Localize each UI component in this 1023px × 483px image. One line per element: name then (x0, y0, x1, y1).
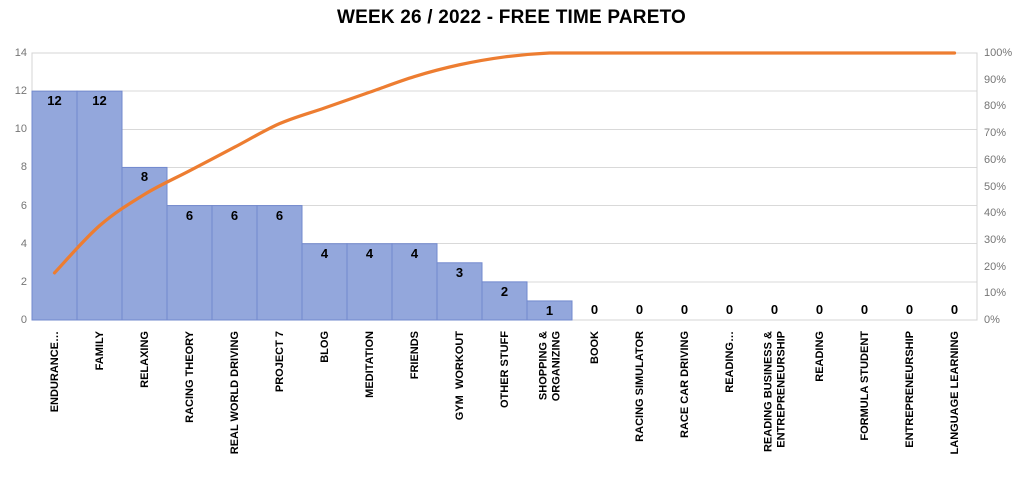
bar-value-label: 12 (92, 93, 107, 109)
bar (346, 243, 393, 321)
category-label: ENDURANCE… (48, 331, 61, 413)
right-axis-tick: 30% (984, 233, 1007, 246)
bar-value-label: 0 (950, 302, 959, 317)
left-axis-tick: 6 (20, 199, 27, 212)
left-axis-tick: 8 (20, 161, 27, 174)
bar (121, 166, 168, 321)
bar (166, 205, 213, 321)
bar-value-label: 0 (635, 302, 644, 317)
chart-title: WEEK 26 / 2022 - FREE TIME PARETO (336, 7, 687, 28)
bar-value-label: 12 (47, 93, 62, 109)
left-axis-tick: 2 (20, 275, 27, 288)
left-axis-tick: 14 (14, 47, 27, 59)
left-axis-tick: 0 (20, 314, 27, 326)
category-label: READING BUSINESS & ENTREPRENEURSHIP (762, 331, 787, 453)
category-label: LANGUAGE LEARNING (948, 331, 961, 455)
bar (391, 243, 438, 321)
bar (211, 205, 258, 321)
category-label: RACING SIMULATOR (633, 331, 646, 442)
right-axis-tick: 60% (984, 153, 1007, 166)
right-axis-tick: 90% (984, 73, 1007, 86)
category-label: RACE CAR DRIVING (678, 331, 691, 438)
category-label: PROJECT 7 (273, 331, 286, 393)
bar (436, 262, 483, 321)
bar-value-label: 4 (410, 245, 419, 261)
category-label: REAL WORLD DRIVING (228, 331, 241, 455)
category-label: ENTREPRENEURSHIP (903, 331, 916, 448)
category-label: SHOPPING & ORGANIZING (537, 331, 562, 402)
right-axis-tick: 40% (984, 207, 1007, 220)
left-axis-tick: 4 (20, 237, 27, 250)
right-axis-tick: 100% (984, 47, 1013, 59)
bar-value-label: 0 (815, 302, 824, 317)
right-axis-tick: 70% (984, 127, 1007, 140)
bar-value-label: 8 (140, 169, 149, 185)
bar (301, 243, 348, 321)
bar-value-label: 3 (455, 264, 464, 280)
category-label: OTHER STUFF (498, 331, 511, 408)
bar-value-label: 0 (770, 302, 779, 317)
bar-value-label: 0 (590, 302, 599, 317)
bar (256, 205, 303, 321)
right-axis-tick: 80% (984, 100, 1007, 113)
right-axis-tick: 20% (984, 260, 1007, 273)
left-axis-tick: 10 (14, 123, 27, 136)
bar-value-label: 4 (320, 245, 329, 261)
bar (526, 300, 573, 321)
category-label: FAMILY (93, 331, 106, 371)
bar (31, 90, 78, 321)
right-axis-tick: 0% (984, 314, 1000, 326)
category-label: BLOG (318, 331, 331, 363)
bar-value-label: 4 (365, 245, 374, 261)
left-axis-tick: 12 (14, 85, 27, 98)
right-axis-tick: 50% (984, 180, 1007, 193)
bar-value-label: 1 (545, 302, 554, 318)
category-label: GYM WORKOUT (453, 331, 466, 421)
bar-value-label: 2 (500, 283, 509, 299)
bar (481, 281, 528, 321)
category-label: FORMULA STUDENT (858, 331, 871, 441)
bar-value-label: 0 (860, 302, 869, 317)
bar-value-label: 0 (905, 302, 914, 317)
bar-value-label: 6 (275, 207, 284, 223)
bar-value-label: 0 (680, 302, 689, 317)
category-label: RACING THEORY (183, 331, 196, 423)
right-axis-tick: 10% (984, 287, 1007, 300)
category-label: MEDITATION (363, 331, 376, 398)
bar (76, 90, 123, 321)
category-label: READING… (723, 331, 736, 393)
category-label: FRIENDS (408, 331, 421, 380)
bar-value-label: 6 (230, 207, 239, 223)
bar-value-label: 0 (725, 302, 734, 317)
category-label: READING (813, 331, 826, 382)
category-label: BOOK (588, 331, 601, 364)
bar-value-label: 6 (185, 207, 194, 223)
cumulative-line (52, 51, 957, 275)
category-label: RELAXING (138, 331, 151, 388)
